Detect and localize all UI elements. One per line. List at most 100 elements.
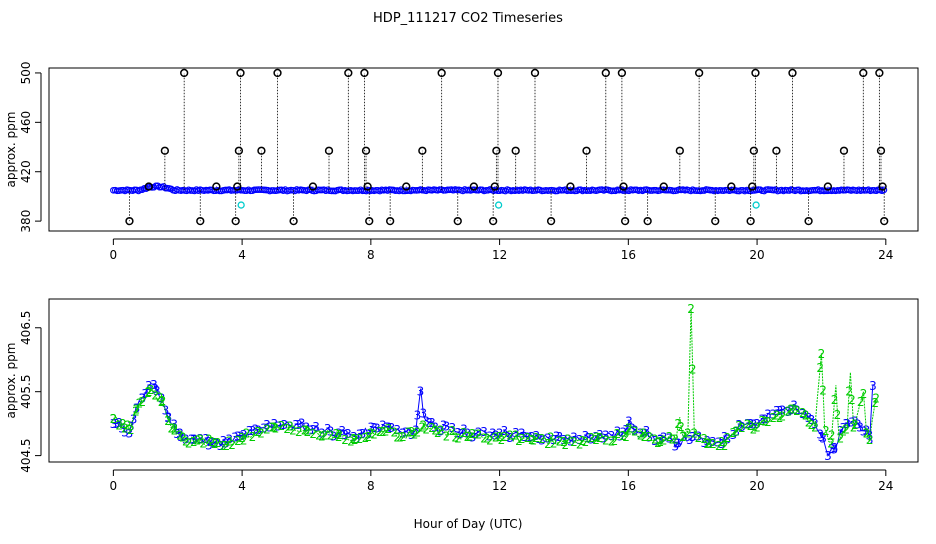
series-marker: 2 — [196, 433, 204, 447]
series-marker: 3 — [587, 432, 595, 446]
series-marker: 3 — [364, 428, 372, 442]
series-marker: 3 — [700, 436, 708, 450]
series-marker: 3 — [657, 433, 665, 447]
series-marker: 3 — [689, 430, 697, 444]
series-marker: 3 — [225, 432, 233, 446]
series-marker: 3 — [324, 422, 332, 436]
series-marker: 3 — [680, 430, 688, 444]
series-marker: 3 — [260, 421, 268, 435]
spike-point — [236, 68, 245, 78]
series-marker: 3 — [703, 434, 711, 448]
series-marker: 2 — [657, 435, 665, 449]
series-marker: 3 — [359, 427, 367, 441]
series-marker: 3 — [275, 420, 283, 434]
series-marker: 3 — [784, 405, 792, 419]
series-marker: 2 — [802, 409, 810, 423]
top-panel-data — [110, 68, 889, 226]
series-marker: 3 — [417, 384, 425, 398]
series-marker: 3 — [437, 425, 445, 439]
series-marker: 3 — [532, 429, 540, 443]
series-marker: 2 — [769, 411, 777, 425]
series-marker: 3 — [729, 428, 737, 442]
series-marker: 2 — [393, 431, 401, 445]
chart-title: HDP_111217 CO2 Timeseries — [373, 11, 563, 26]
series-marker: 3 — [645, 431, 653, 445]
series-marker: 2 — [119, 417, 127, 431]
series-marker: 2 — [582, 435, 590, 449]
series-marker: 2 — [735, 419, 743, 433]
series-marker: 2 — [732, 425, 740, 439]
series-marker: 3 — [674, 437, 682, 451]
series-marker: 3 — [643, 424, 651, 438]
series-marker: 3 — [353, 432, 361, 446]
spike-point — [231, 216, 240, 226]
series-marker: 3 — [860, 424, 868, 438]
series-marker: 3 — [338, 424, 346, 438]
series-marker: 3 — [567, 435, 575, 449]
series-marker: 3 — [205, 439, 213, 453]
series-marker: 3 — [318, 427, 326, 441]
series-marker: 2 — [561, 438, 569, 452]
series-marker: 2 — [327, 429, 335, 443]
series-marker: 2 — [350, 432, 358, 446]
series-marker: 3 — [373, 421, 381, 435]
series-marker: 3 — [246, 424, 254, 438]
series-marker: 2 — [257, 426, 265, 440]
series-marker: 3 — [182, 433, 190, 447]
bottom-panel: approx. ppm 0 4 8 12 16 20 24 404.5405.5406.5 … — [4, 298, 919, 493]
series-marker: 2 — [370, 428, 378, 442]
series-marker: 3 — [330, 429, 338, 443]
series-marker: 3 — [602, 429, 610, 443]
spike-point — [257, 146, 266, 155]
series-marker: 2 — [145, 385, 153, 399]
series-marker: 2 — [167, 422, 175, 436]
series-marker: 2 — [738, 421, 746, 435]
series-marker: 2 — [631, 424, 639, 438]
series-marker: 2 — [270, 420, 278, 434]
series-marker: 2 — [819, 384, 827, 398]
series-marker: 3 — [686, 433, 694, 447]
series-marker: 2 — [431, 424, 439, 438]
series-marker: 3 — [831, 441, 839, 455]
series-marker: 3 — [356, 427, 364, 441]
series-marker: 2 — [695, 431, 703, 445]
y-tick-label: 380 — [19, 210, 33, 233]
series-marker: 2 — [151, 388, 159, 402]
series-marker: 2 — [414, 425, 422, 439]
spike-point — [402, 182, 411, 191]
series-marker: 3 — [464, 427, 472, 441]
series-marker: 3 — [402, 426, 410, 440]
series-marker: 2 — [684, 427, 692, 441]
series-marker: 3 — [842, 417, 850, 431]
series-marker: 3 — [735, 418, 743, 432]
series-marker: 2 — [390, 425, 398, 439]
series-marker: 2 — [689, 363, 697, 377]
series-marker: 2 — [761, 415, 769, 429]
spike-point — [511, 146, 520, 155]
series-marker: 2 — [480, 431, 488, 445]
series-marker: 2 — [333, 427, 341, 441]
series-marker: 2 — [228, 438, 236, 452]
series-marker: 3 — [816, 428, 824, 442]
series-marker: 3 — [222, 436, 230, 450]
series-marker: 3 — [399, 427, 407, 441]
series-marker: 3 — [220, 434, 228, 448]
bottom-panel-y-axis: 404.5 405.5 406.5 — [19, 311, 42, 473]
series-marker: 2 — [483, 431, 491, 445]
spike-point — [180, 68, 189, 78]
series-marker: 2 — [747, 419, 755, 433]
series-marker: 3 — [388, 421, 396, 435]
series-marker: 3 — [496, 427, 504, 441]
spike-point — [727, 182, 736, 191]
spike-point — [746, 216, 755, 226]
spike-point — [601, 68, 610, 78]
series-marker: 3 — [486, 429, 494, 443]
series-marker: 2 — [351, 433, 359, 447]
series-marker: 3 — [837, 424, 845, 438]
spike-point — [643, 216, 652, 226]
series-marker: 2 — [538, 432, 546, 446]
series-marker: 3 — [839, 421, 847, 435]
series-marker: 2 — [622, 430, 630, 444]
x-tick-label: 12 — [492, 479, 507, 493]
